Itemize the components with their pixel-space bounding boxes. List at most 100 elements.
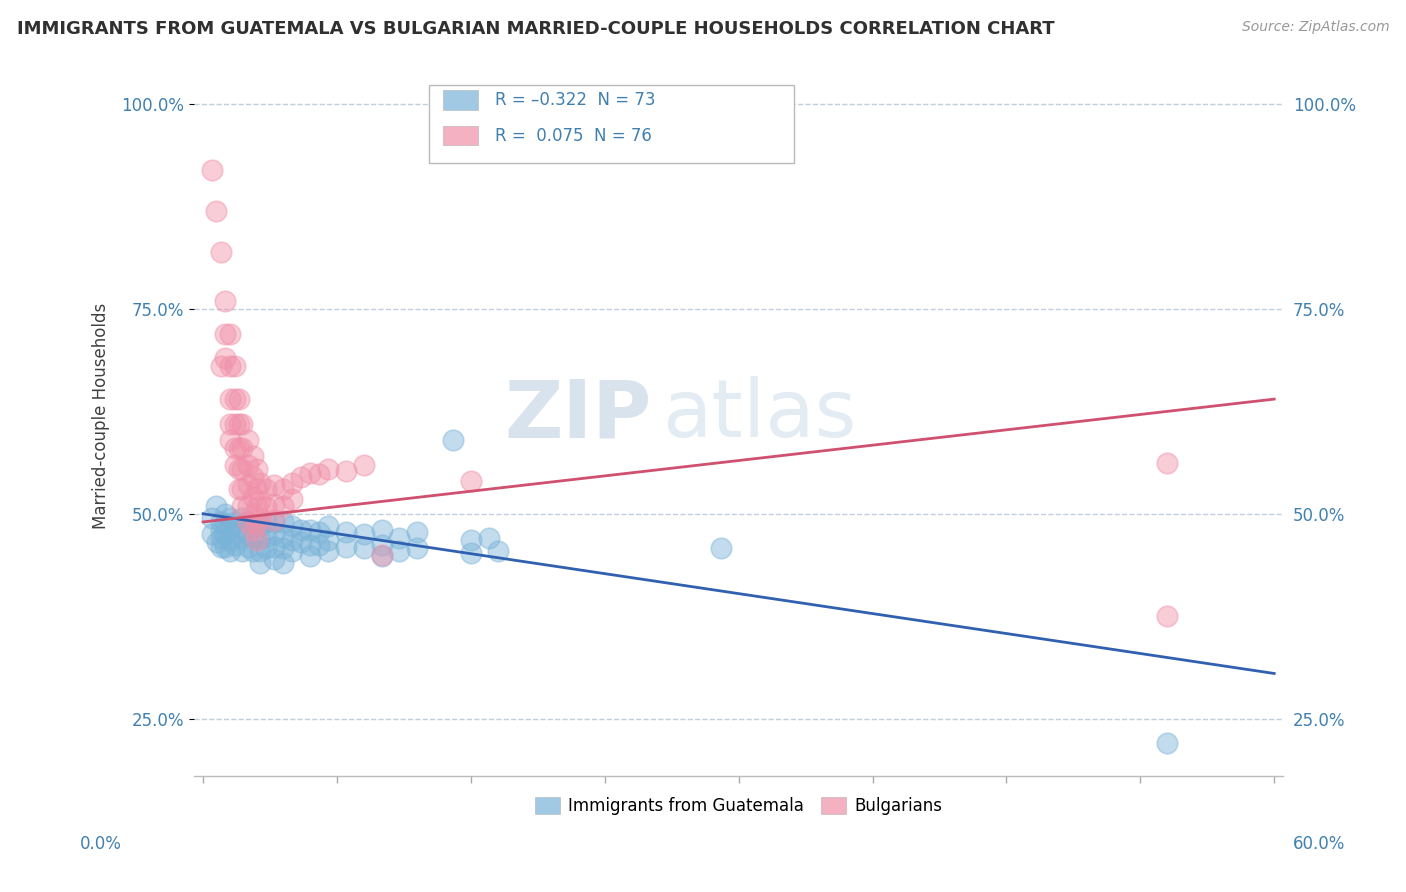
Point — [388, 543, 411, 558]
Point — [1156, 609, 1178, 624]
Point — [218, 523, 240, 537]
Point — [249, 519, 271, 533]
Point — [308, 538, 330, 552]
Point — [236, 458, 259, 472]
Point — [224, 392, 246, 406]
Y-axis label: Married-couple Households: Married-couple Households — [93, 302, 110, 529]
Point — [308, 467, 330, 482]
Text: IMMIGRANTS FROM GUATEMALA VS BULGARIAN MARRIED-COUPLE HOUSEHOLDS CORRELATION CHA: IMMIGRANTS FROM GUATEMALA VS BULGARIAN M… — [17, 20, 1054, 37]
Point — [242, 507, 264, 521]
Point — [228, 417, 250, 431]
Point — [335, 540, 357, 554]
Point — [231, 532, 253, 546]
Point — [460, 474, 482, 488]
Text: atlas: atlas — [662, 376, 856, 455]
Point — [478, 532, 501, 546]
Point — [218, 543, 240, 558]
Point — [335, 464, 357, 478]
Point — [263, 527, 285, 541]
Text: R = –0.322  N = 73: R = –0.322 N = 73 — [495, 91, 655, 109]
Point — [201, 527, 224, 541]
Point — [290, 535, 312, 549]
Point — [281, 533, 304, 547]
Point — [370, 538, 392, 552]
Point — [308, 524, 330, 539]
Point — [249, 556, 271, 570]
Point — [273, 541, 295, 556]
Point — [224, 515, 246, 529]
Point — [218, 417, 240, 431]
Text: Source: ZipAtlas.com: Source: ZipAtlas.com — [1241, 20, 1389, 34]
Point — [406, 541, 429, 556]
Point — [316, 543, 339, 558]
Point — [224, 458, 246, 472]
Point — [316, 519, 339, 533]
Point — [228, 482, 250, 496]
Point — [218, 392, 240, 406]
Point — [281, 475, 304, 490]
Point — [228, 461, 250, 475]
Point — [273, 530, 295, 544]
Point — [242, 530, 264, 544]
Point — [263, 515, 285, 529]
Point — [209, 359, 232, 374]
Point — [263, 497, 285, 511]
Point — [353, 458, 375, 472]
Legend: Immigrants from Guatemala, Bulgarians: Immigrants from Guatemala, Bulgarians — [529, 790, 949, 822]
Point — [246, 500, 269, 515]
Point — [254, 482, 277, 496]
Point — [281, 491, 304, 506]
Point — [1156, 456, 1178, 470]
Point — [207, 535, 229, 549]
Point — [242, 516, 264, 531]
Point — [224, 442, 246, 456]
Point — [214, 507, 236, 521]
Point — [370, 549, 392, 564]
Point — [204, 499, 226, 513]
Point — [209, 523, 232, 537]
Point — [231, 482, 253, 496]
Point — [214, 540, 236, 554]
Point — [353, 541, 375, 556]
Point — [254, 530, 277, 544]
Point — [246, 482, 269, 496]
Point — [406, 524, 429, 539]
Point — [441, 433, 464, 447]
Point — [486, 543, 509, 558]
Point — [263, 478, 285, 492]
Point — [273, 556, 295, 570]
Point — [710, 541, 733, 556]
Text: 60.0%: 60.0% — [1292, 835, 1346, 853]
Point — [224, 359, 246, 374]
Point — [218, 359, 240, 374]
Point — [460, 533, 482, 547]
Point — [254, 500, 277, 515]
Point — [246, 516, 269, 531]
Point — [281, 543, 304, 558]
Point — [236, 527, 259, 541]
Point — [231, 461, 253, 475]
Point — [249, 543, 271, 558]
Point — [214, 326, 236, 341]
Point — [231, 417, 253, 431]
Point — [231, 499, 253, 513]
Point — [209, 532, 232, 546]
Point — [231, 442, 253, 456]
Point — [214, 293, 236, 308]
Point — [242, 523, 264, 537]
Text: ZIP: ZIP — [505, 376, 651, 455]
Point — [236, 433, 259, 447]
Point — [249, 475, 271, 490]
Point — [228, 392, 250, 406]
Point — [218, 533, 240, 547]
Point — [254, 541, 277, 556]
Point — [224, 538, 246, 552]
Point — [335, 524, 357, 539]
Point — [236, 515, 259, 529]
Point — [231, 543, 253, 558]
Point — [299, 523, 322, 537]
Point — [236, 515, 259, 529]
Point — [214, 527, 236, 541]
Point — [209, 244, 232, 259]
Point — [273, 499, 295, 513]
